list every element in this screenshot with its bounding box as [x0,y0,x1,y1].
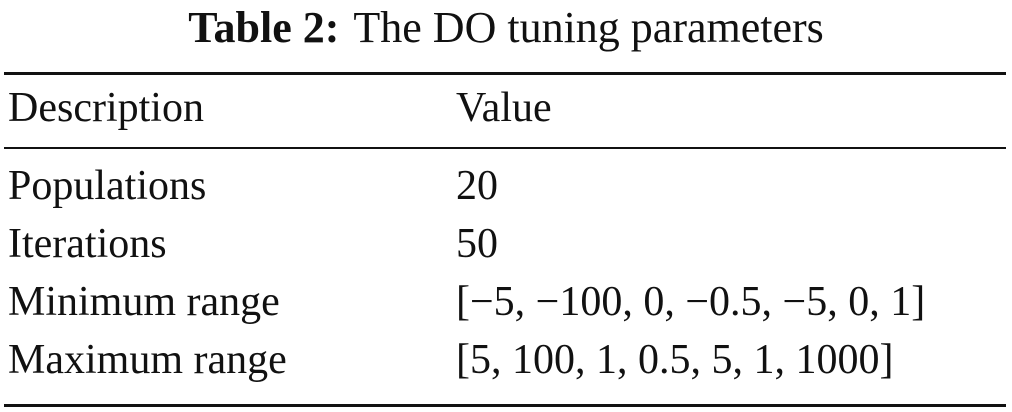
table-cell: Populations [8,163,207,209]
table-cell: Iterations [8,221,167,267]
caption-text: The DO tuning parameters [353,3,824,52]
header-cell: Value [456,85,552,131]
top-rule [4,72,1006,75]
table-cell: Minimum range [8,279,280,325]
caption-label: Table 2: [188,3,340,52]
table-cell: 20 [456,163,498,209]
header-cell: Description [8,85,204,131]
mid-rule [4,147,1006,149]
table-cell: Maximum range [8,337,287,383]
table-cell: [5, 100, 1, 0.5, 5, 1, 1000] [456,337,894,383]
bottom-rule [4,404,1006,407]
table-cell: [−5, −100, 0, −0.5, −5, 0, 1] [456,279,926,325]
caption: Table 2: The DO tuning parameters [0,2,1012,53]
table-cell: 50 [456,221,498,267]
